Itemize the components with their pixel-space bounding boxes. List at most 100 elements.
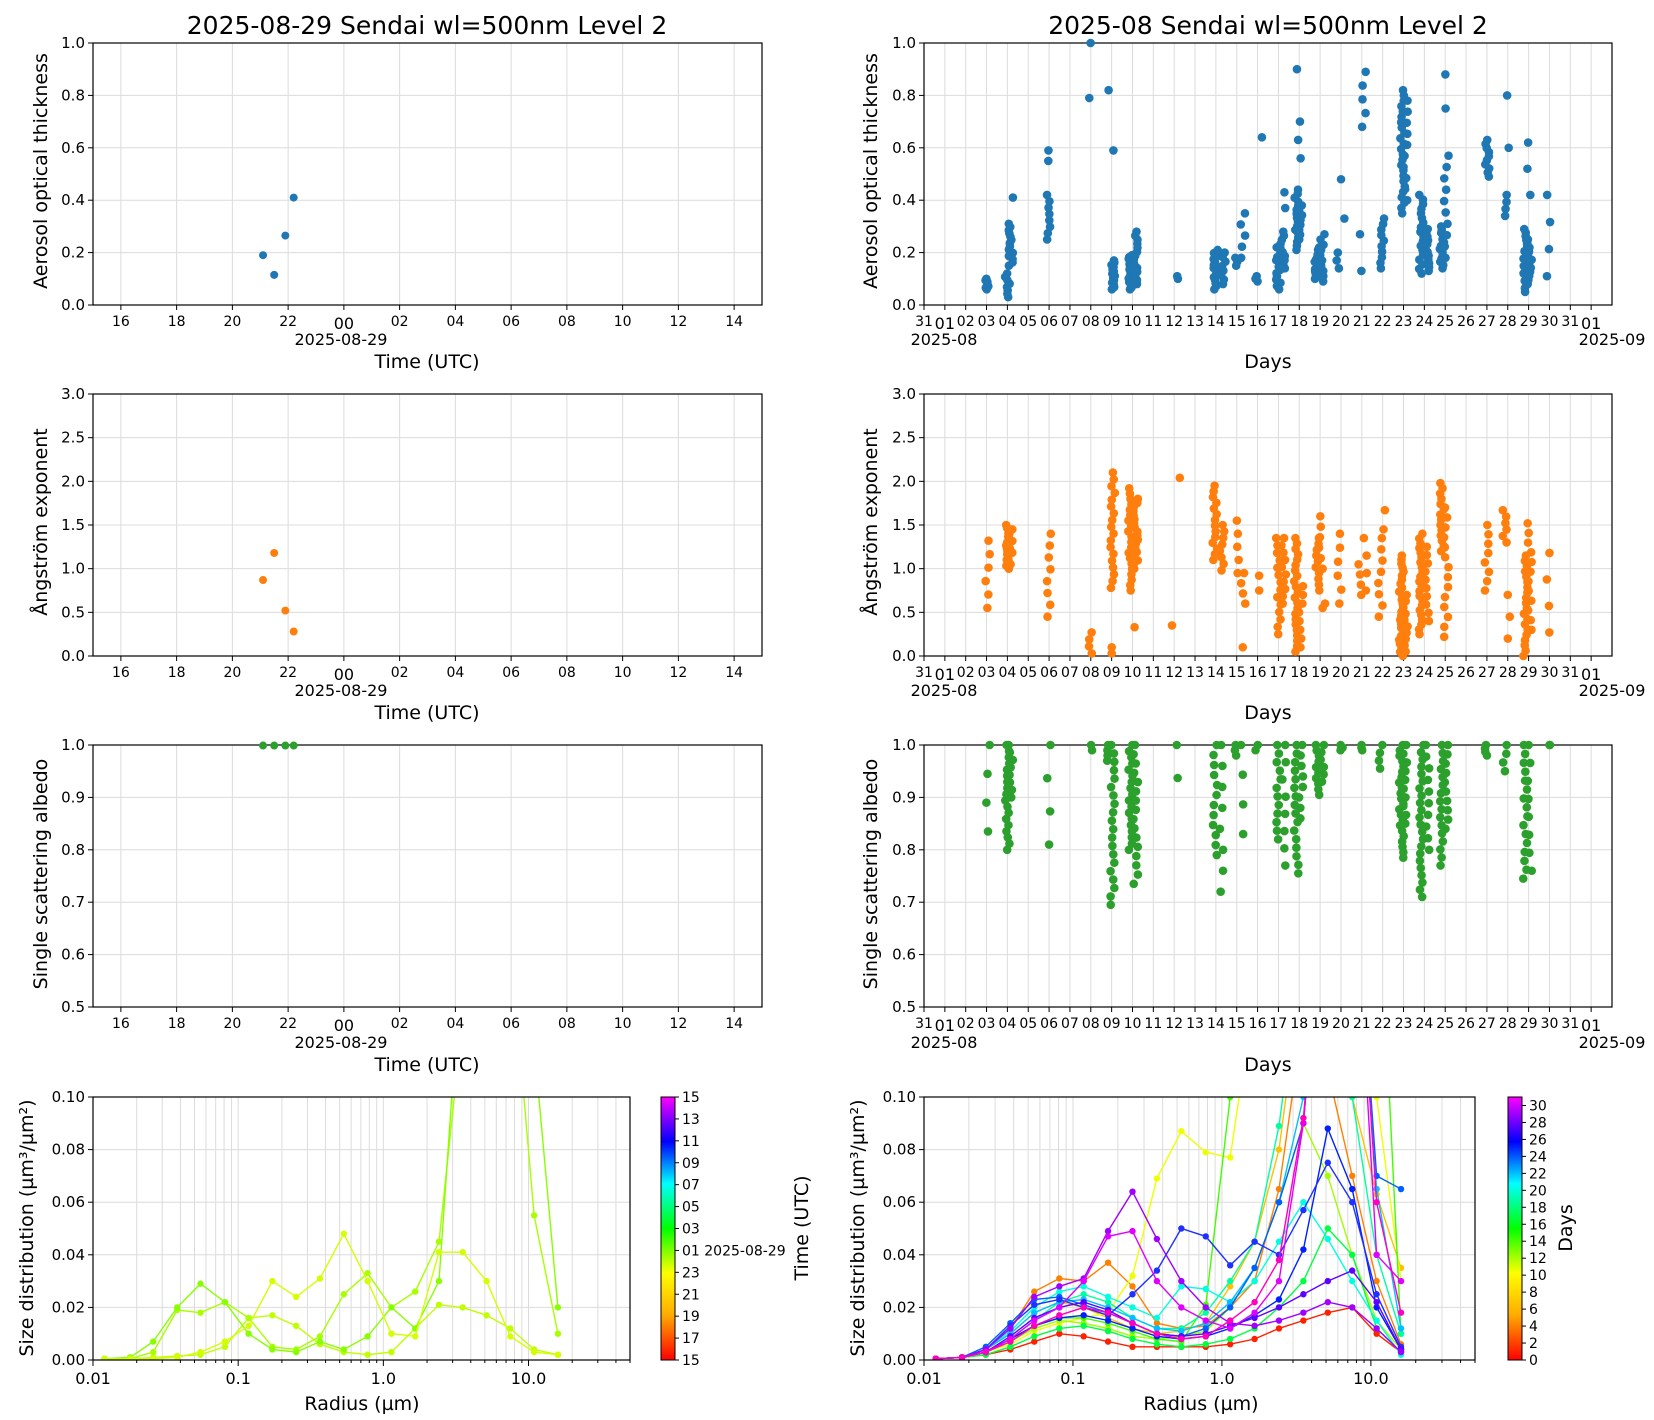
monthly-angstrom-point	[1380, 505, 1390, 515]
monthly-angstrom-x-tick-label: 05	[1019, 665, 1037, 681]
monthly-size-distribution-series-point	[1349, 831, 1355, 837]
monthly-aot-point	[1502, 91, 1512, 100]
monthly-size-distribution-series-point	[1325, 831, 1331, 837]
monthly-aot-x-tick-label: 30	[1541, 314, 1559, 330]
monthly-aot-x-tick-label: 17	[1270, 314, 1288, 330]
monthly-ssa-xlabel: Days	[1244, 1054, 1291, 1076]
monthly-ssa-point	[1518, 874, 1528, 883]
monthly-angstrom-point	[1315, 511, 1325, 521]
monthly-ssa-point	[1435, 796, 1445, 806]
monthly-angstrom-point	[1443, 582, 1453, 592]
monthly-size-distribution-series-point	[1324, 1277, 1332, 1285]
monthly-angstrom-point	[1234, 555, 1243, 565]
monthly-size-distribution-series-point	[1202, 1149, 1209, 1156]
monthly-aot-point	[1441, 253, 1450, 263]
monthly-ssa-point	[1317, 748, 1326, 757]
monthly-aot-point	[1542, 190, 1552, 200]
monthly-aot-point	[1502, 197, 1511, 207]
daily-size-distribution-series-point	[126, 1355, 134, 1360]
monthly-aot-point	[1500, 211, 1510, 221]
monthly-angstrom-point	[1526, 548, 1536, 557]
monthly-angstrom-x-tick-label: 24	[1415, 665, 1433, 681]
monthly-ssa-point	[1209, 770, 1219, 780]
monthly-angstrom-point	[1527, 596, 1536, 606]
monthly-aot-point	[1236, 220, 1246, 229]
monthly-size-plot: 0.00 0.02 0.04 0.06 0.08 0.10 0.01 0.1 1.0 10.0	[883, 831, 1476, 1388]
monthly-ssa-x-tick-label: 02	[957, 1016, 975, 1032]
monthly-ssa-point	[1129, 814, 1138, 824]
monthly-size-distribution-series-point	[1397, 1185, 1405, 1193]
monthly-angstrom-point	[1376, 567, 1386, 577]
monthly-angstrom-point	[1107, 495, 1117, 505]
monthly-size-distribution-series-point	[1104, 1309, 1112, 1316]
monthly-ssa-point	[1441, 768, 1451, 778]
monthly-angstrom-point	[1298, 599, 1307, 608]
monthly-angstrom-point	[1436, 478, 1445, 488]
monthly-aot-point	[1320, 229, 1329, 239]
daily-angstrom-x-tick-label: 16	[112, 665, 130, 681]
monthly-aot-x-tick-label: 05	[1019, 314, 1037, 330]
monthly-size-distribution-series-point	[1153, 1235, 1161, 1243]
monthly-angstrom-point	[1276, 615, 1285, 624]
monthly-aot-plot: 0.00.20.40.60.81.031 01 02 03 04 05 06 07 08 09 10…	[892, 34, 1613, 333]
monthly-ssa-end-label: 2025-09	[1579, 1033, 1646, 1052]
daily-angstrom-x-tick-label: 04	[446, 665, 464, 681]
monthly-angstrom-point	[1277, 541, 1286, 550]
monthly-ssa-point	[1108, 807, 1118, 817]
monthly-aot-point	[1085, 93, 1094, 103]
monthly-size-distribution-series-point	[1129, 1343, 1136, 1351]
monthly-ssa-point	[1523, 776, 1533, 786]
daily-aot-plot: 0.0 0.2 0.4 0.6 0.8 1.0 16 18 20 22 00 02 04 06 08 10 12…	[61, 34, 763, 333]
monthly-ssa-point	[1519, 820, 1528, 830]
monthly-aot-point	[1237, 242, 1247, 252]
monthly-ssa-point	[1521, 767, 1530, 777]
monthly-size-distribution-series-point	[1226, 1277, 1234, 1285]
monthly-size-distribution-series-point	[1129, 1335, 1136, 1343]
monthly-angstrom-point	[1106, 502, 1116, 511]
monthly-ssa-point	[1274, 800, 1284, 810]
monthly-size-distribution-series-point	[1324, 1225, 1332, 1232]
monthly-size-distribution-cbar-tick-label: 22	[1529, 1166, 1547, 1182]
monthly-angstrom-x-tick-label: 20	[1332, 665, 1350, 681]
monthly-size-distribution-series-point	[1300, 1309, 1307, 1316]
monthly-aot-x-tick-label: 19	[1311, 314, 1329, 330]
monthly-ssa-point	[1401, 793, 1410, 802]
monthly-size-distribution-series-point	[1202, 1325, 1209, 1332]
monthly-angstrom-point	[1218, 533, 1228, 543]
monthly-size-distribution-series-point	[1202, 1309, 1209, 1316]
monthly-angstrom-point	[1523, 518, 1532, 528]
monthly-angstrom-point	[1217, 566, 1226, 575]
daily-size-distribution-series-point	[435, 1301, 443, 1308]
daily-aot-xlabel: Time (UTC)	[373, 351, 479, 373]
monthly-angstrom-x-tick-label: 31	[1561, 665, 1579, 681]
monthly-ssa-point	[1519, 758, 1529, 768]
monthly-ssa-x-tick-label: 27	[1478, 1016, 1496, 1032]
monthly-angstrom-point	[984, 536, 993, 546]
monthly-angstrom-point	[1355, 570, 1365, 579]
monthly-size-distribution-series-point	[982, 1348, 990, 1356]
daily-size-distribution-cbar-rect	[660, 1096, 676, 1361]
monthly-angstrom-point	[1316, 553, 1326, 563]
monthly-ssa-point	[1107, 816, 1117, 826]
daily-aot-x-tick-label: 00	[334, 314, 354, 333]
monthly-ssa-point	[1436, 861, 1445, 870]
monthly-angstrom-point	[1356, 580, 1366, 589]
monthly-ssa-point	[1296, 803, 1305, 813]
monthly-size-distribution-series-line	[935, 1306, 1402, 1360]
monthly-angstrom-point	[1439, 602, 1449, 612]
monthly-aot-point	[1280, 203, 1290, 213]
monthly-size-distribution-series-point	[1129, 1319, 1136, 1327]
monthly-ssa-point	[1131, 805, 1141, 815]
monthly-angstrom-x-tick-label: 29	[1520, 665, 1538, 681]
monthly-angstrom-point	[1401, 596, 1411, 606]
daily-angstrom-y-tick-label: 1.5	[61, 516, 85, 534]
monthly-angstrom-point	[1424, 608, 1433, 618]
monthly-size-distribution-series-point	[1178, 1304, 1185, 1311]
monthly-ssa-point	[1133, 842, 1143, 852]
monthly-angstrom-point	[1527, 625, 1536, 635]
monthly-aot-point	[1358, 81, 1367, 90]
monthly-angstrom-point	[1333, 571, 1343, 580]
monthly-size-ylabel: Size distribution (µm³/µm²)	[847, 1099, 869, 1356]
monthly-size-distribution-y-tick-label: 0.04	[883, 1246, 916, 1264]
daily-size-distribution-cbar-tick-label: 15	[682, 1353, 700, 1369]
